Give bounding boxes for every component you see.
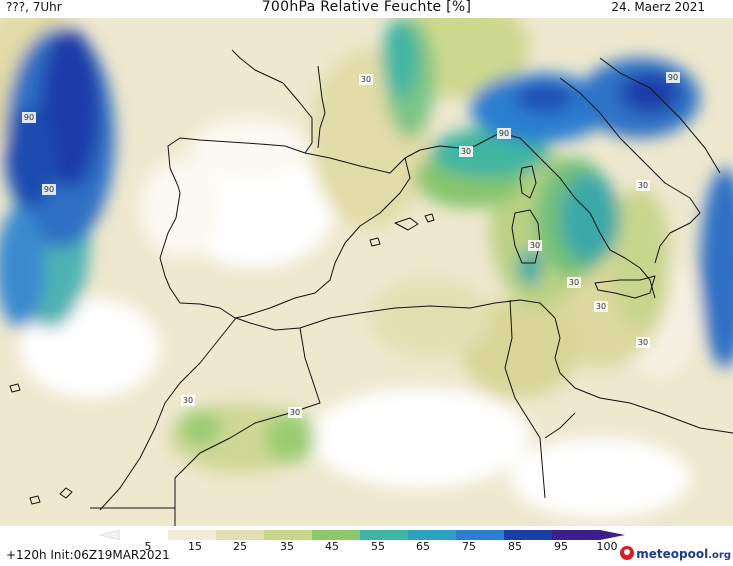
humidity-fill [0,18,733,518]
colorbar [100,530,625,540]
legend-tick-15: 15 [188,540,202,553]
contour-label-30-d: 30 [528,240,542,251]
contour-label-30-a: 30 [359,74,373,85]
meteopool-logo-icon [620,546,635,560]
svg-text:30: 30 [638,338,648,347]
contour-label-30-f: 30 [636,337,650,348]
legend-tick-85: 85 [508,540,522,553]
valid-time-label: ???, 7Uhr [6,0,62,14]
humidity-map: 30 30 90 90 90 90 30 30 30 30 30 30 30 [0,18,733,526]
brand-name: meteopool [636,547,709,561]
svg-text:30: 30 [530,241,540,250]
svg-text:90: 90 [668,73,678,82]
brand-suffix: .org [708,550,731,561]
legend-tick-25: 25 [233,540,247,553]
svg-text:30: 30 [638,181,648,190]
coastlines [9,49,733,526]
contour-label-90-b: 90 [42,184,56,195]
legend-tick-75: 75 [462,540,476,553]
legend-tick-100: 100 [596,540,618,553]
header-bar: ???, 7Uhr 700hPa Relative Feuchte [%] 24… [0,0,733,18]
svg-text:30: 30 [569,278,579,287]
contour-label-30-g: 30 [181,395,195,406]
svg-text:30: 30 [361,75,371,84]
contour-label-30-b: 30 [459,146,473,157]
legend-tick-65: 65 [416,540,430,553]
svg-text:30: 30 [596,302,606,311]
legend-tick-55: 55 [371,540,385,553]
contour-label-90-a: 90 [22,112,36,123]
contour-label-30-h: 30 [288,407,302,418]
contour-label-30-e: 30 [567,277,581,288]
map-title: 700hPa Relative Feuchte [%] [261,0,472,15]
svg-text:90: 90 [44,185,54,194]
run-info: +120h Init:06Z19MAR2021 [6,548,170,562]
svg-text:30: 30 [461,147,471,156]
meteopool-logo-link[interactable]: meteopool.org [620,546,731,561]
svg-text:30: 30 [290,408,300,417]
legend-tick-45: 45 [325,540,339,553]
legend-tick-95: 95 [554,540,568,553]
legend-tick-5: 5 [144,540,152,553]
svg-text:90: 90 [24,113,34,122]
legend-bar: 5 15 25 35 45 55 65 75 85 95 100 +120h I… [0,526,733,566]
svg-text:30: 30 [183,396,193,405]
date-label: 24. Maerz 2021 [611,0,705,14]
contour-label-90-d: 90 [666,72,680,83]
svg-text:90: 90 [499,129,509,138]
contour-label-30-c: 30 [636,180,650,191]
legend-tick-35: 35 [280,540,294,553]
contour-label-90-c: 90 [497,128,511,139]
contour-label-30-i: 30 [594,301,608,312]
contour-labels: 30 30 90 90 90 90 30 30 30 30 30 30 30 [22,72,680,418]
